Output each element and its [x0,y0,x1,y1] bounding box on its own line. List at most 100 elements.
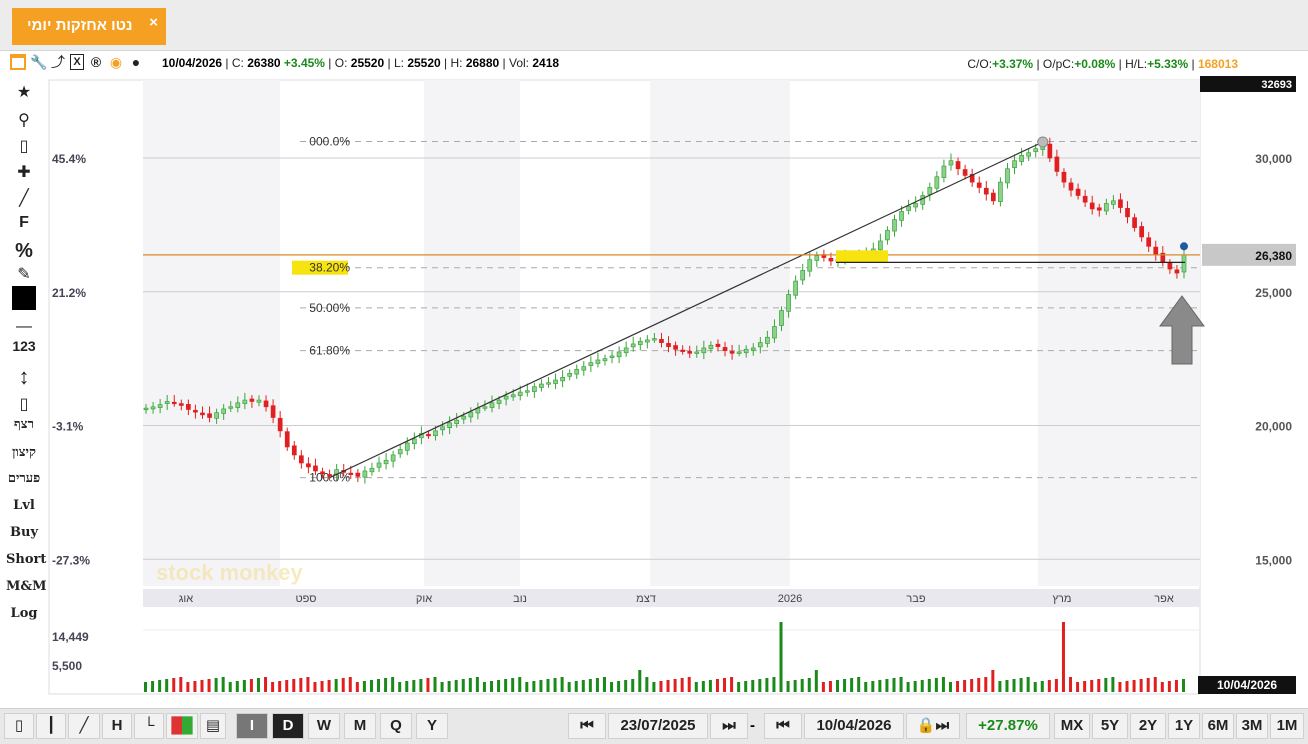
volume-bar [1174,680,1178,692]
candle-body [1068,182,1074,191]
color-icon[interactable]: ██ [166,713,198,739]
line-chart-icon[interactable]: ╱ [68,713,100,739]
tab-title: נטו אחזקות יומי [27,17,133,34]
candle-body [1061,171,1067,183]
end-prev-icon[interactable]: ⏮ [764,713,802,739]
period-quarterly[interactable]: Q [380,713,412,739]
candle-body [546,382,551,385]
extreme-tool[interactable]: קיצון [12,445,36,460]
color-swatch[interactable] [6,286,42,310]
target-icon[interactable]: ◉ [109,54,123,70]
start-prev-icon[interactable]: ⏮ [568,713,606,739]
numbers-tool[interactable]: 123 [12,338,36,354]
candle-body [426,433,431,437]
volume-bar [730,677,734,692]
comment-icon[interactable]: ● [131,54,141,70]
crosshair-icon[interactable]: ✚ [17,164,31,181]
sequence-tool[interactable]: רצף [14,417,34,432]
volume-label: Vol: [509,56,530,70]
volume-bar [207,679,211,692]
y-tick-label: 30,000 [1255,152,1292,166]
hline-tool[interactable]: — [16,318,32,335]
start-date[interactable]: 23/07/2025 [608,713,708,739]
period-weekly[interactable]: W [308,713,340,739]
candle-body [539,383,544,388]
end-date[interactable]: 10/04/2026 [804,713,904,739]
fibonacci-tool[interactable]: F [19,214,29,231]
range-1y[interactable]: 1Y [1168,713,1200,739]
volume-bar [991,670,995,692]
gaps-tool[interactable]: פערים [7,471,41,486]
range-1m[interactable]: 1M [1270,713,1304,739]
buy-tool[interactable]: Buy [10,525,38,540]
hlc-button[interactable]: H [102,713,132,739]
candle-body [630,343,636,348]
volume-bar [941,677,945,692]
candles-icon[interactable]: ▯ [19,396,29,413]
month-label: 2026 [778,593,802,605]
period-monthly[interactable]: M [344,713,376,739]
volume-bar [828,681,832,692]
save-icon[interactable]: ▤ [200,713,226,739]
box-icon[interactable]: └ [134,713,164,739]
period-daily[interactable]: D [272,713,304,739]
lock-next-icon[interactable]: 🔒⏭ [906,713,960,739]
start-next-icon[interactable]: ⏭ [710,713,748,739]
volume-bar [638,670,642,692]
log-tool[interactable]: Log [10,606,38,621]
candle-body [369,467,375,473]
volume-bar [715,679,719,692]
volume-bar [1182,679,1185,692]
wrench-icon[interactable]: 🔧 [30,54,48,70]
candle-body [235,402,241,408]
tab-daily-holdings[interactable]: × נטו אחזקות יומי [12,8,166,45]
candle-body [270,405,276,418]
range-2y[interactable]: 2Y [1130,713,1166,739]
lvl-tool[interactable]: Lvl [13,498,35,513]
volume-bar [362,681,366,692]
candle-body [1146,237,1152,247]
volume-bar [913,681,917,692]
eraser-icon[interactable]: ▯ [19,138,29,155]
range-3m[interactable]: 3M [1236,713,1268,739]
last-date-label: 10/04/2026 [1217,678,1277,692]
mm-tool[interactable]: M&M [6,579,47,594]
candle-body [178,403,184,406]
volume-bar [920,680,924,692]
price-chart[interactable]: 15,000 20,000 25,000 30,000 45.4% 21.2% -3.1% -… [0,0,1308,708]
r-icon[interactable]: ® [90,54,102,70]
range-max[interactable]: MX [1054,713,1090,739]
close-icon[interactable]: × [149,14,158,31]
share-icon[interactable]: ⤴ [51,54,65,70]
short-tool[interactable]: Short [6,552,47,567]
volume-bar [765,678,769,692]
candle-body [701,347,707,354]
volume-bar [1118,682,1122,692]
volume-bar [1054,679,1058,692]
volume-bar [256,678,260,692]
candle-body [609,355,615,358]
percent-tool[interactable]: % [15,240,33,262]
volume-bar [299,678,303,692]
volume-bar [984,677,988,692]
candle-body [390,454,396,462]
period-yearly[interactable]: Y [416,713,448,739]
search-icon[interactable]: ⚲ [18,112,30,129]
edit-icon[interactable]: ✎ [17,266,31,283]
candles-icon[interactable]: ▯ [4,713,34,739]
bars-icon[interactable]: ┃ [36,713,66,739]
volume-bar [1146,678,1150,692]
star-icon[interactable]: ★ [16,84,32,101]
volume-bar [906,682,910,692]
volume-bar [221,677,225,692]
volume-bar [927,679,931,692]
volume-bar [694,682,698,692]
resize-icon[interactable]: ↕ [18,364,30,389]
volume-bar [659,681,663,692]
excel-icon[interactable]: X [70,54,84,70]
range-6m[interactable]: 6M [1202,713,1234,739]
range-5y[interactable]: 5Y [1092,713,1128,739]
window-icon[interactable] [10,54,26,70]
line-icon[interactable]: ╱ [19,190,29,207]
period-intraday[interactable]: I [236,713,268,739]
